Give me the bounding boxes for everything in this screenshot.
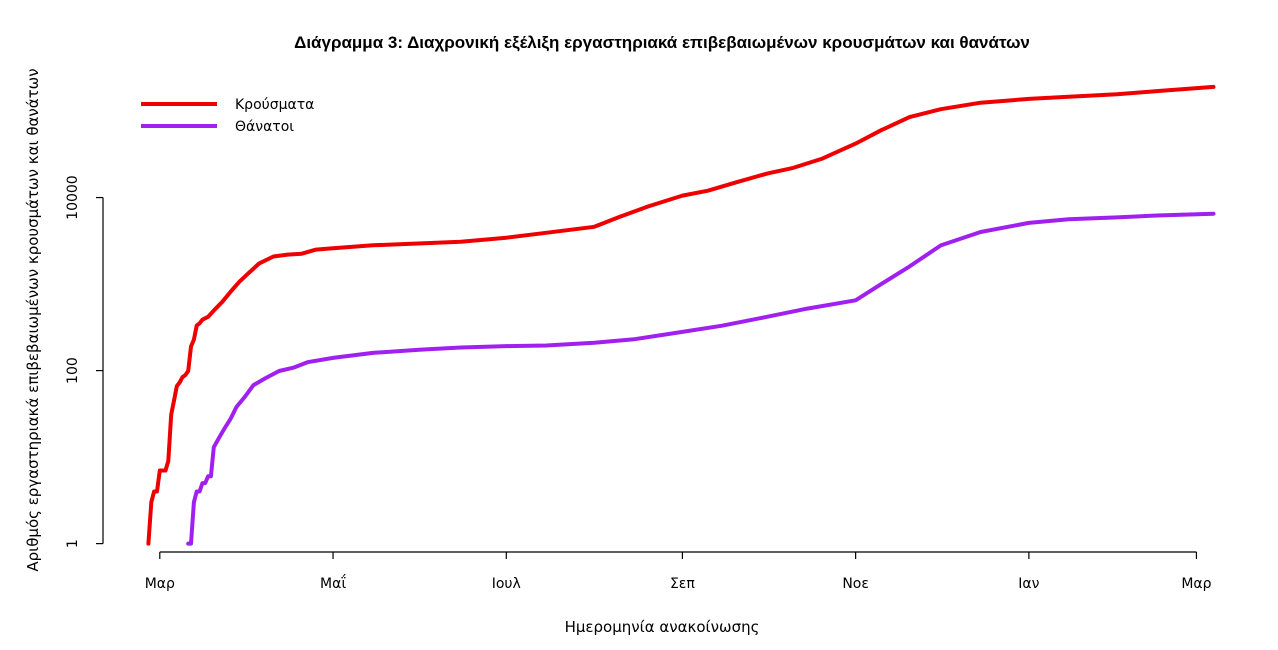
x-tick-label: Μαρ [145,576,175,592]
x-tick-label: Σεπ [670,576,695,592]
plot-area [146,84,1216,546]
series-line-cases [146,84,1216,546]
y-axis-label: Αριθμός εργαστηριακά επιβεβαιωμένων κρου… [24,68,42,571]
x-tick-label: Ιουλ [492,576,521,592]
y-tick-label: 10000 [65,175,81,220]
x-axis-label: Ημερομηνία ανακοίνωσης [565,618,760,636]
x-tick-label: Μαΐ [320,574,346,592]
y-tick-label: 100 [65,357,81,384]
x-tick-label: Νοε [842,576,869,592]
chart-title: Διάγραμμα 3: Διαχρονική εξέλιξη εργαστηρ… [294,33,1030,52]
legend-label: Κρούσματα [235,97,314,113]
legend: Κρούσματα Θάνατοι [141,97,314,135]
x-tick-label: Ιαν [1018,576,1039,592]
legend-label: Θάνατοι [235,119,294,135]
axes: 1 100 10000 Μαρ Μαΐ Ιουλ Σεπ Νοε Ιαν Μαρ [65,175,1212,592]
y-tick-label: 1 [65,539,81,548]
x-tick-label: Μαρ [1181,576,1211,592]
series-line-deaths [186,211,1216,546]
